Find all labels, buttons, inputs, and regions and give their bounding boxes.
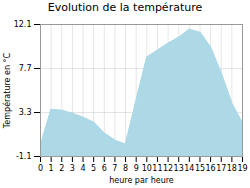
svg-text:6: 6 [102,164,107,173]
svg-text:0: 0 [38,164,43,173]
svg-text:Température en °C: Température en °C [2,52,12,129]
svg-text:3: 3 [70,164,75,173]
svg-text:12.1: 12.1 [14,20,32,29]
svg-text:2: 2 [59,164,64,173]
svg-text:-1.1: -1.1 [16,152,32,161]
svg-text:12: 12 [163,164,173,173]
svg-text:5: 5 [91,164,96,173]
svg-text:3.3: 3.3 [19,108,32,117]
svg-text:16: 16 [206,164,216,173]
svg-text:4: 4 [80,164,85,173]
svg-text:18: 18 [227,164,237,173]
svg-text:1: 1 [49,164,54,173]
svg-text:8: 8 [123,164,128,173]
svg-text:13: 13 [174,164,184,173]
svg-text:7.7: 7.7 [19,64,32,73]
svg-text:heure par heure: heure par heure [109,176,174,185]
svg-text:14: 14 [184,164,194,173]
svg-text:7: 7 [112,164,117,173]
svg-text:11: 11 [152,164,162,173]
html-text:Evolution de la température: Evolution de la température [47,1,203,14]
svg-text:10: 10 [142,164,152,173]
svg-text:15: 15 [195,164,205,173]
svg-text:19: 19 [237,164,247,173]
svg-text:17: 17 [216,164,226,173]
svg-text:9: 9 [134,164,139,173]
